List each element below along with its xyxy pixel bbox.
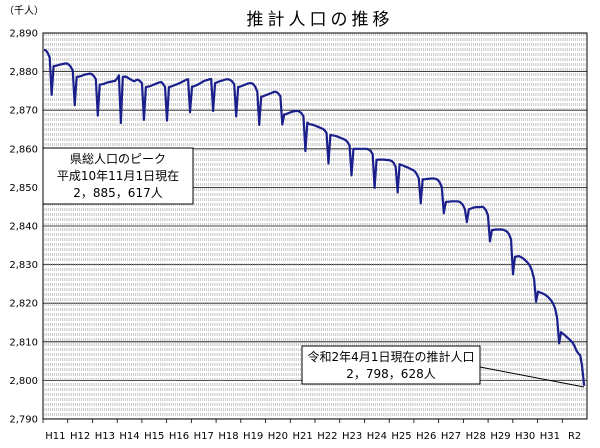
x-tick-label: R2	[568, 431, 581, 442]
x-tick-label: H25	[391, 431, 411, 442]
x-tick-label: H15	[144, 431, 164, 442]
x-axis: H11 H12 H13 H14 H15 H16 H17 H18 H19 H20 H21 H22 H23 H…	[42, 419, 581, 442]
peak-annotation: 県総人口のピーク 平成10年11月1日現在 2，885，617人	[42, 147, 194, 205]
current-annotation: 令和2年4月1日現在の推計人口 2，798，628人	[301, 345, 585, 388]
chart-title: 推計人口の推移	[247, 10, 394, 30]
y-tick-label: 2,870	[9, 106, 38, 117]
y-tick-label: 2,830	[9, 260, 38, 271]
x-tick-label: H13	[95, 431, 115, 442]
peak-annotation-line-3: 2，885，617人	[73, 186, 162, 200]
x-tick-label: H12	[70, 431, 90, 442]
x-tick-label: H24	[367, 431, 387, 442]
x-tick-label: H26	[416, 431, 436, 442]
x-tick-label: H18	[218, 431, 238, 442]
y-tick-label: 2,800	[9, 376, 38, 387]
x-tick-label: H23	[342, 431, 362, 442]
x-tick-label: H30	[515, 431, 535, 442]
x-tick-label: H29	[490, 431, 510, 442]
x-tick-label: H14	[119, 431, 139, 442]
x-tick-label: H27	[441, 431, 461, 442]
y-tick-label: 2,810	[9, 337, 38, 348]
peak-annotation-line-2: 平成10年11月1日現在	[57, 169, 179, 183]
peak-annotation-line-1: 県総人口のピーク	[70, 152, 166, 166]
current-annotation-box	[301, 345, 481, 385]
y-tick-label: 2,790	[9, 415, 38, 426]
x-tick-label: H20	[268, 431, 288, 442]
peak-annotation-box	[42, 147, 194, 205]
y-tick-label: 2,860	[9, 144, 38, 155]
x-tick-label: H22	[317, 431, 337, 442]
y-axis: 2,790 2,800 2,810 2,820 2,830 2,840 2,850 2,860…	[9, 29, 38, 426]
x-tick-label: H21	[293, 431, 313, 442]
current-annotation-line-2: 2，798，628人	[346, 367, 435, 381]
y-tick-label: 2,850	[9, 183, 38, 194]
population-series-line	[43, 48, 586, 386]
x-tick-label: H11	[45, 431, 65, 442]
x-tick-label: H28	[466, 431, 486, 442]
current-annotation-line-1: 令和2年4月1日現在の推計人口	[308, 349, 475, 364]
x-tick-label: H17	[194, 431, 214, 442]
current-annotation-leader	[479, 366, 585, 388]
y-tick-label: 2,840	[9, 222, 38, 233]
y-tick-label: 2,880	[9, 67, 38, 78]
y-tick-label: 2,890	[9, 29, 38, 40]
x-tick-label: H31	[540, 431, 560, 442]
x-tick-label: H19	[243, 431, 263, 442]
y-tick-label: 2,820	[9, 299, 38, 310]
x-tick-label: H16	[169, 431, 189, 442]
y-unit-label: （千人）	[4, 5, 44, 17]
